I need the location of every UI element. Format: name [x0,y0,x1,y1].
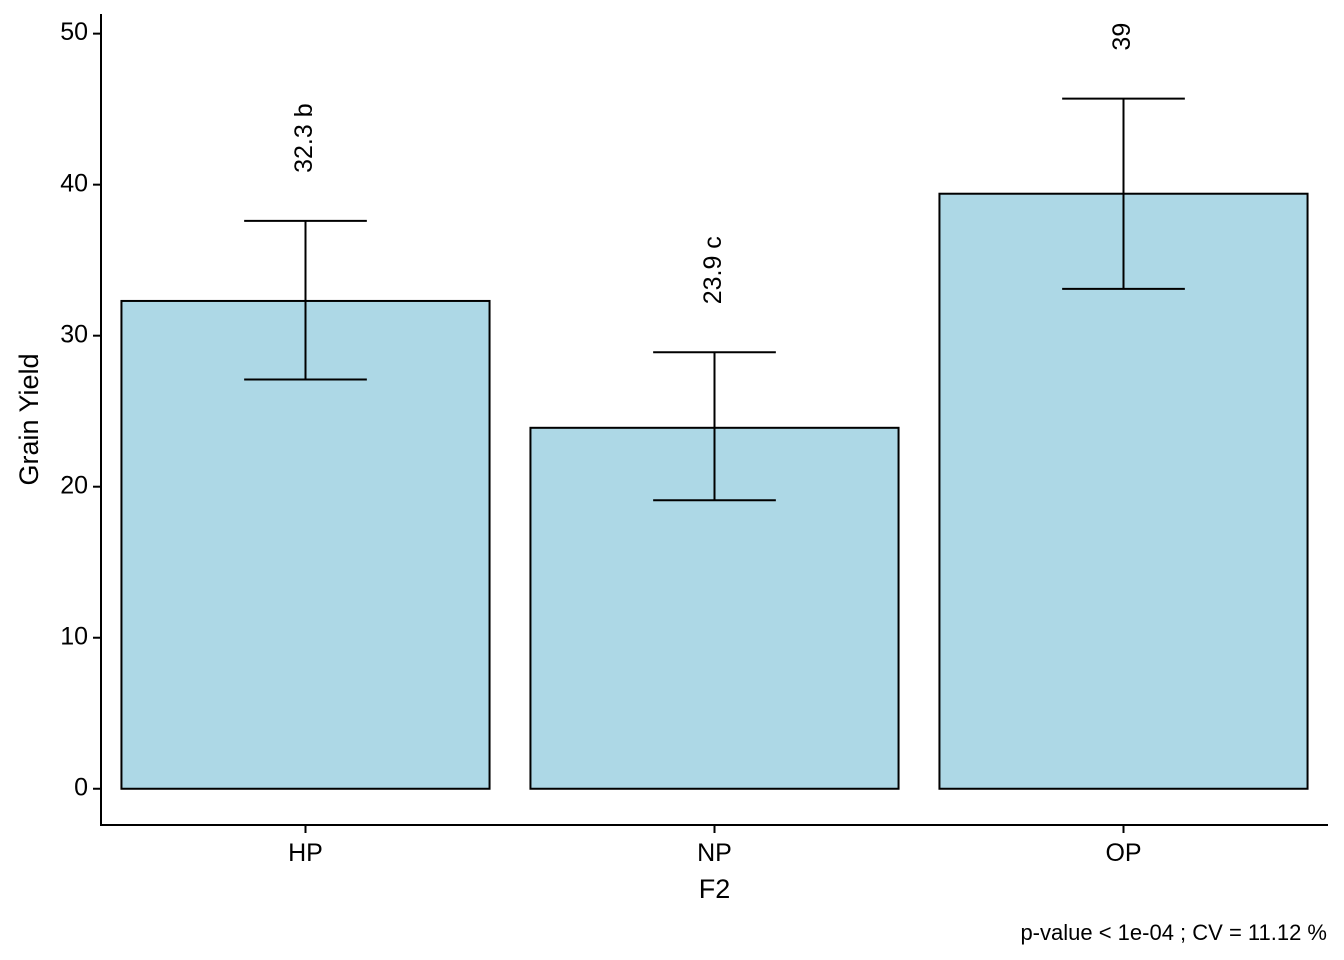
x-axis-title: F2 [699,874,731,904]
x-tick-label: NP [697,839,732,867]
y-tick-label: 0 [74,773,88,801]
y-tick-label: 30 [60,320,88,348]
bar-label-np: 23.9 c [699,236,727,304]
y-tick-label: 20 [60,471,88,499]
bar-hp [120,299,491,790]
y-tick-label: 50 [60,18,88,46]
bar-label-hp: 32.3 b [290,103,318,173]
error-bar-hp [244,219,367,381]
y-tick-label: 10 [60,622,88,650]
bar-label-op: 39 [1108,23,1136,51]
error-bar-np [653,351,776,502]
x-tick-label: HP [288,839,323,867]
error-bar-op [1062,97,1185,290]
error-bars-layer [244,97,1185,502]
y-axis-title: Grain Yield [14,353,44,485]
x-tick-label: OP [1105,839,1141,867]
y-tick-label: 40 [60,169,88,197]
y-ticks-layer: 0 10 20 30 40 50 [60,18,101,801]
stats-caption: p-value < 1e-04 ; CV = 11.12 % [1020,920,1327,945]
bar-labels-layer: 32.3 b 23.9 c 39 [290,23,1136,305]
x-ticks-layer: HP NP OP [288,825,1142,867]
